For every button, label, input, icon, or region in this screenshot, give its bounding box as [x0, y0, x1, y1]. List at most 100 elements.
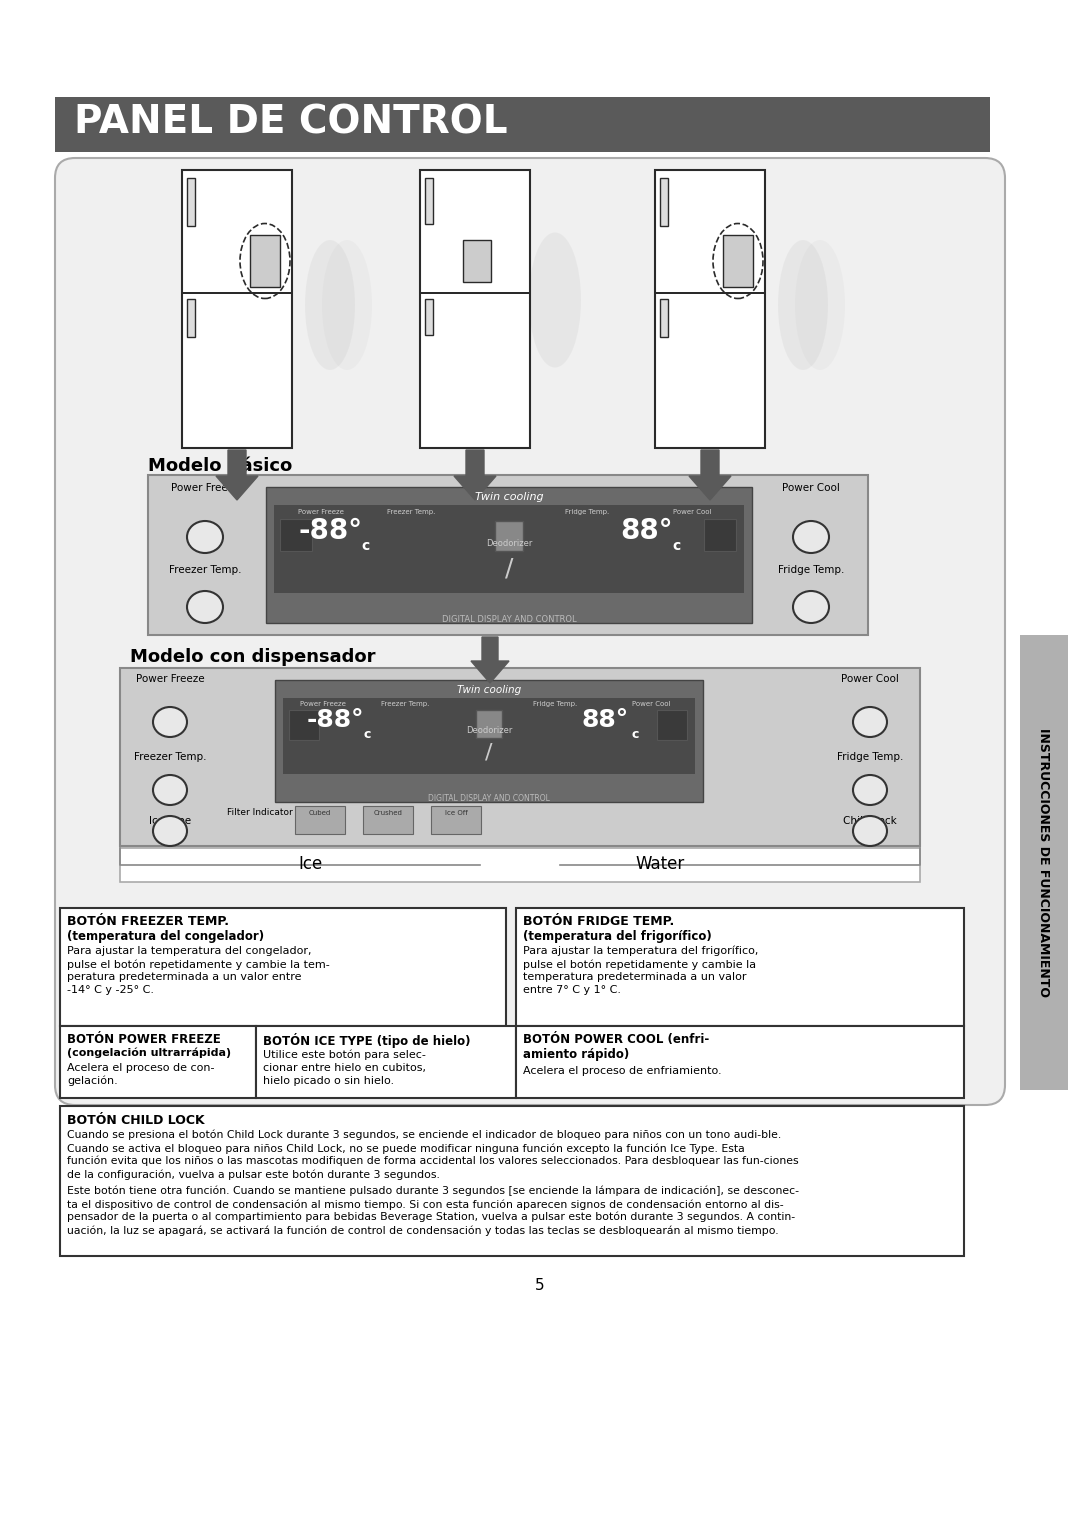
Ellipse shape [853, 816, 887, 847]
Text: c: c [672, 539, 680, 553]
Bar [723, 235, 753, 287]
Text: Power Cool: Power Cool [841, 674, 899, 685]
Text: Deodorizer: Deodorizer [486, 539, 532, 549]
Text: BOTÓN FRIDGE TEMP.: BOTÓN FRIDGE TEMP. [523, 915, 674, 927]
Text: 5: 5 [536, 1277, 544, 1293]
Text: DIGITAL DISPLAY AND CONTROL: DIGITAL DISPLAY AND CONTROL [428, 795, 550, 804]
Text: (temperatura del frigorífico): (temperatura del frigorífico) [523, 931, 712, 943]
Text: Cubed: Cubed [309, 810, 332, 816]
Bar [256, 1025, 516, 1099]
Bar [660, 299, 669, 338]
Text: c: c [363, 727, 370, 741]
Bar [1020, 636, 1068, 1089]
Bar [187, 177, 195, 226]
Bar [654, 170, 765, 448]
Text: Ice Off: Ice Off [445, 810, 468, 816]
Ellipse shape [853, 775, 887, 805]
Text: Ice Type: Ice Type [149, 816, 191, 827]
Ellipse shape [793, 591, 829, 623]
Text: /: / [504, 558, 513, 581]
Text: cionar entre hielo en cubitos,: cionar entre hielo en cubitos, [264, 1063, 426, 1073]
Bar [289, 711, 319, 740]
Bar [187, 299, 195, 338]
Text: BOTÓN POWER FREEZE: BOTÓN POWER FREEZE [67, 1033, 220, 1047]
Text: Child Lock: Child Lock [843, 816, 896, 827]
Text: Deodorizer: Deodorizer [465, 726, 512, 735]
Bar [183, 292, 292, 293]
Text: función evita que los niños o las mascotas modifiquen de forma accidental los va: función evita que los niños o las mascot… [67, 1157, 798, 1166]
Ellipse shape [529, 232, 581, 368]
Text: Freezer Temp.: Freezer Temp. [134, 752, 206, 762]
Text: Freezer Temp.: Freezer Temp. [387, 509, 435, 515]
Bar [420, 292, 530, 293]
FancyBboxPatch shape [55, 157, 1005, 1105]
Bar [60, 1025, 256, 1099]
Text: BOTÓN FREEZER TEMP.: BOTÓN FREEZER TEMP. [67, 915, 229, 927]
Bar [283, 698, 696, 775]
Text: BOTÓN CHILD LOCK: BOTÓN CHILD LOCK [67, 1114, 204, 1128]
Text: PANEL DE CONTROL: PANEL DE CONTROL [75, 102, 508, 141]
Ellipse shape [795, 240, 845, 370]
Bar [426, 177, 433, 225]
Bar [704, 520, 735, 552]
Bar [280, 520, 312, 552]
Text: Modelo con dispensador: Modelo con dispensador [130, 648, 376, 666]
Ellipse shape [187, 591, 222, 623]
FancyArrow shape [216, 451, 258, 500]
Ellipse shape [305, 240, 355, 370]
Text: Power Cool: Power Cool [673, 509, 712, 515]
Bar [657, 711, 687, 740]
Text: Twin cooling: Twin cooling [457, 685, 522, 695]
Text: Fridge Temp.: Fridge Temp. [837, 752, 903, 762]
Text: Ice: Ice [298, 856, 322, 872]
Text: Power Freeze: Power Freeze [300, 701, 346, 707]
Bar [516, 908, 964, 1025]
Text: Water: Water [635, 856, 685, 872]
Text: Twin cooling: Twin cooling [475, 492, 543, 503]
Text: (congelación ultrarrápida): (congelación ultrarrápida) [67, 1048, 231, 1059]
Bar [120, 668, 920, 847]
Text: pensador de la puerta o al compartimiento para bebidas Beverage Station, vuelva : pensador de la puerta o al compartimient… [67, 1212, 795, 1222]
Text: Utilice este botón para selec-: Utilice este botón para selec- [264, 1050, 426, 1060]
Bar [463, 240, 491, 283]
Bar [660, 177, 669, 226]
Bar [295, 805, 345, 834]
Bar [55, 96, 990, 151]
Text: Filter Indicator: Filter Indicator [227, 808, 293, 817]
Text: -14° C y -25° C.: -14° C y -25° C. [67, 986, 154, 995]
Bar [495, 521, 523, 552]
Text: 88°: 88° [621, 516, 673, 545]
Text: c: c [361, 539, 369, 553]
Ellipse shape [322, 240, 372, 370]
Bar [266, 487, 752, 623]
Ellipse shape [153, 775, 187, 805]
Text: amiento rápido): amiento rápido) [523, 1048, 630, 1060]
Text: Fridge Temp.: Fridge Temp. [565, 509, 609, 515]
Text: uación, la luz se apagará, se activará la función de control de condensación y t: uación, la luz se apagará, se activará l… [67, 1225, 779, 1236]
Text: -88°: -88° [299, 516, 363, 545]
Text: Power Freeze: Power Freeze [171, 483, 240, 494]
Bar [476, 711, 502, 738]
Bar [120, 848, 920, 882]
Text: (temperatura del congelador): (temperatura del congelador) [67, 931, 265, 943]
Text: BOTÓN ICE TYPE (tipo de hielo): BOTÓN ICE TYPE (tipo de hielo) [264, 1033, 471, 1048]
Text: Crushed: Crushed [374, 810, 403, 816]
FancyArrow shape [454, 451, 496, 500]
Text: /: / [485, 743, 492, 762]
Text: Este botón tiene otra función. Cuando se mantiene pulsado durante 3 segundos [se: Este botón tiene otra función. Cuando se… [67, 1186, 799, 1196]
Bar [60, 908, 507, 1025]
Text: Cuando se activa el bloqueo para niños Child Lock, no se puede modificar ninguna: Cuando se activa el bloqueo para niños C… [67, 1143, 745, 1154]
Text: 88°: 88° [581, 707, 629, 732]
Ellipse shape [153, 707, 187, 736]
Text: Freezer Temp.: Freezer Temp. [381, 701, 429, 707]
Text: Para ajustar la temperatura del frigorífico,: Para ajustar la temperatura del frigoríf… [523, 946, 758, 957]
Text: hielo picado o sin hielo.: hielo picado o sin hielo. [264, 1076, 394, 1086]
Bar [249, 235, 280, 287]
Bar [183, 170, 292, 448]
Text: temperatura predeterminada a un valor: temperatura predeterminada a un valor [523, 972, 746, 983]
Text: Power Cool: Power Cool [632, 701, 671, 707]
Ellipse shape [793, 521, 829, 553]
Text: Power Cool: Power Cool [782, 483, 840, 494]
Text: entre 7° C y 1° C.: entre 7° C y 1° C. [523, 986, 621, 995]
Text: gelación.: gelación. [67, 1076, 118, 1086]
